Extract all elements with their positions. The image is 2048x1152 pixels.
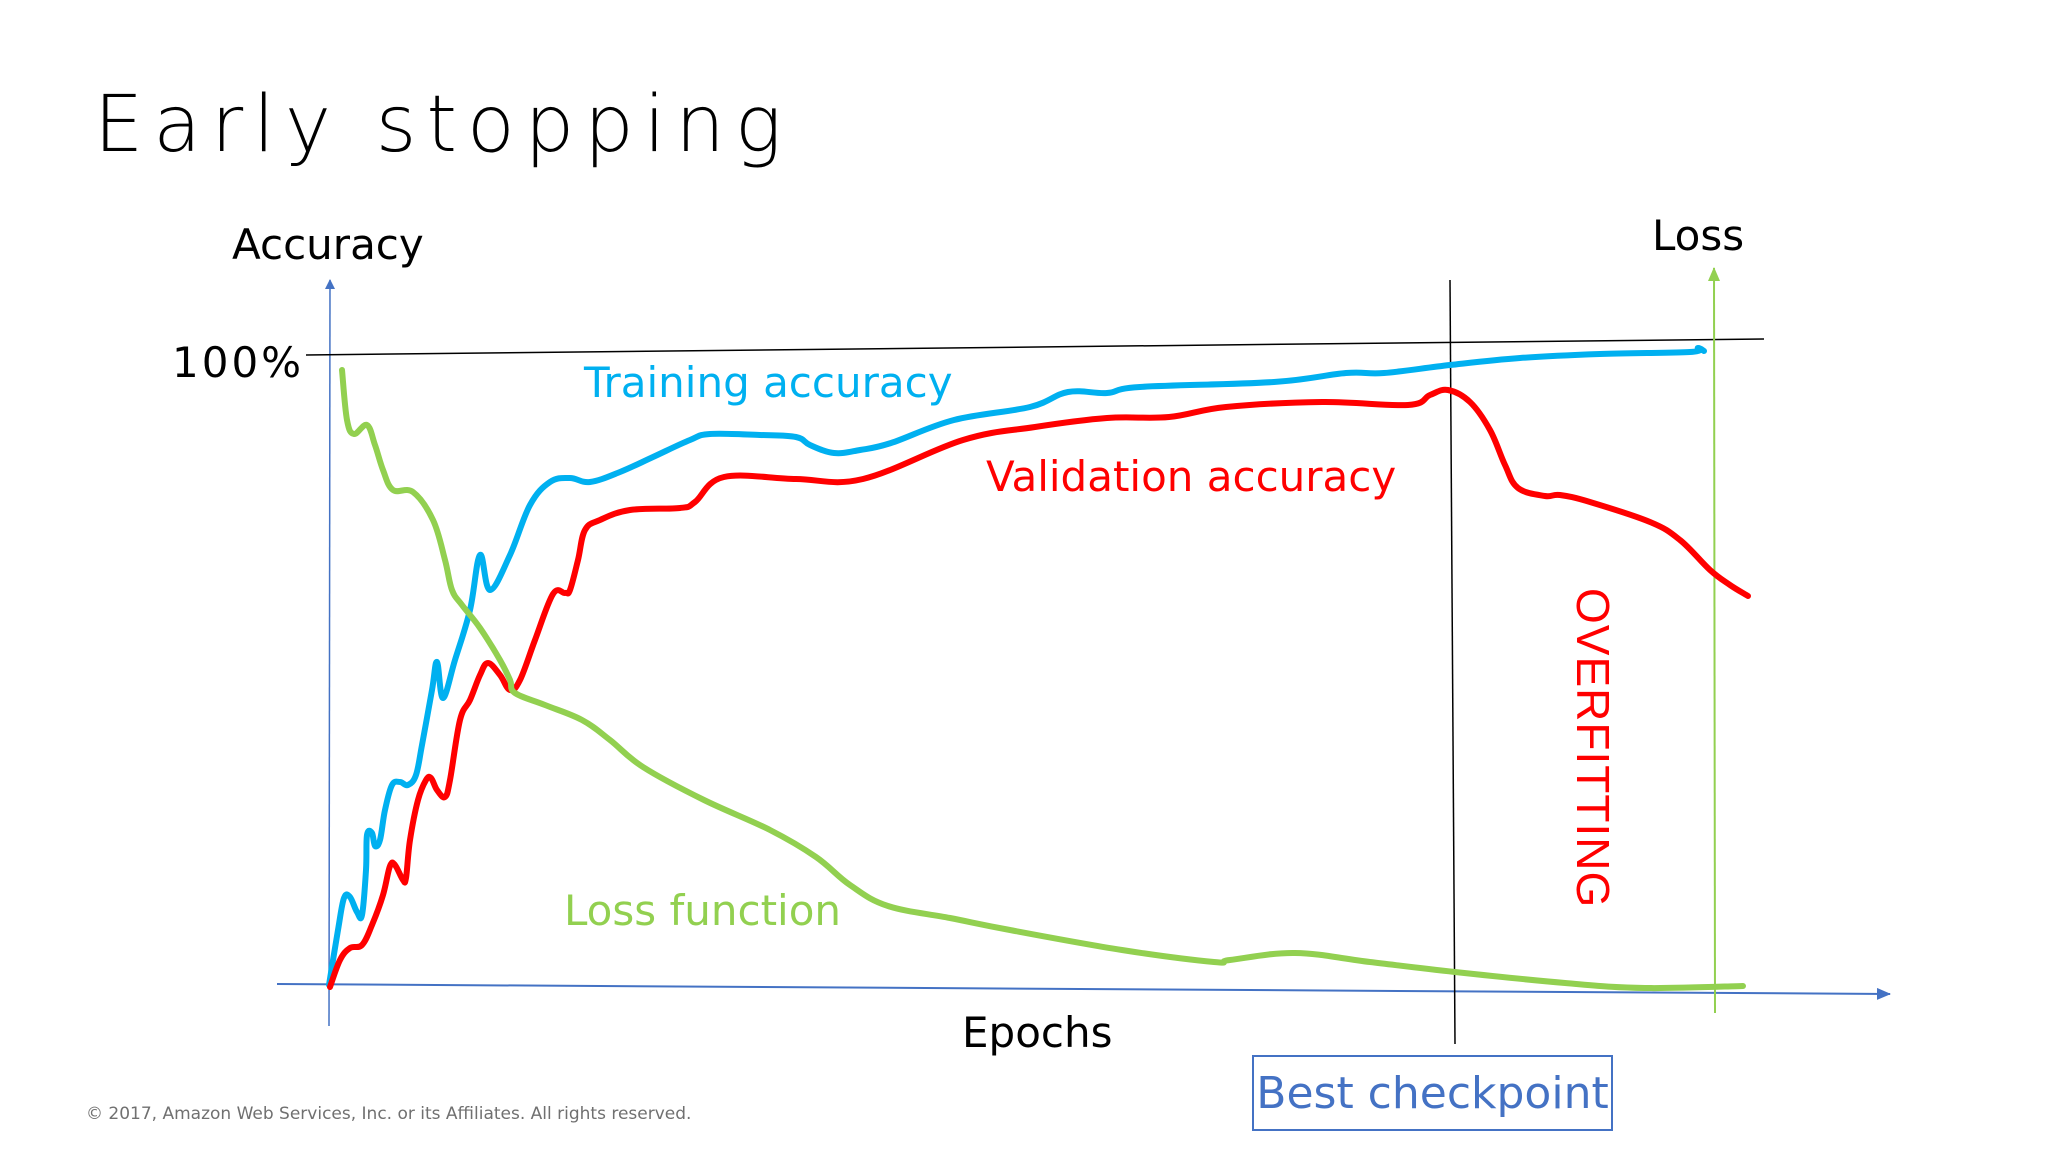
training-accuracy-label: Training accuracy — [584, 358, 953, 407]
loss-function-label: Loss function — [564, 886, 842, 935]
best-checkpoint-line — [1449, 279, 1456, 1045]
validation-accuracy-curve — [327, 386, 1751, 990]
best-checkpoint-box: Best checkpoint — [1252, 1055, 1613, 1131]
hundred-percent-line — [305, 338, 1765, 356]
epochs-axis — [276, 983, 1891, 1000]
loss-function-curve — [339, 367, 1746, 992]
loss-axis-label: Loss — [1652, 211, 1745, 260]
accuracy-axis — [324, 279, 335, 1027]
loss-axis — [1708, 267, 1721, 1014]
slide-title: Early stopping — [94, 80, 792, 170]
validation-accuracy-label: Validation accuracy — [986, 452, 1397, 501]
copyright-footer: © 2017, Amazon Web Services, Inc. or its… — [86, 1104, 692, 1124]
training-accuracy-curve — [326, 345, 1707, 988]
epochs-axis-label: Epochs — [962, 1008, 1113, 1057]
accuracy-axis-label: Accuracy — [232, 220, 424, 269]
best-checkpoint-label: Best checkpoint — [1256, 1067, 1609, 1119]
hundred-percent-label: 100% — [172, 338, 305, 387]
overfitting-label: OVERFITTING — [1567, 588, 1619, 909]
